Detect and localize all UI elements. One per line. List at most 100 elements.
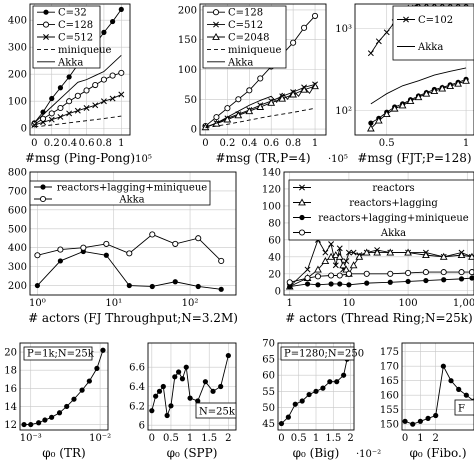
data-point [440, 363, 446, 369]
y-tick-label: 6.6 [129, 363, 145, 374]
x-tick-label: 1.5 [201, 433, 217, 444]
data-point [469, 275, 474, 281]
x-tick-label: 10 [343, 298, 356, 309]
data-point [218, 286, 224, 292]
series-line-1 [24, 350, 104, 426]
y-tick-label: 0 [191, 125, 197, 136]
data-point [362, 248, 371, 256]
data-point [417, 418, 423, 424]
legend-marker [40, 184, 46, 190]
y-tick-label: 300 [8, 262, 27, 273]
x-tick-label: 2 [433, 433, 439, 444]
y-tick-label: 40 [268, 252, 281, 263]
data-point [405, 269, 412, 276]
data-point [336, 245, 343, 252]
data-point [457, 251, 466, 259]
data-point [327, 379, 333, 385]
x-tick-label: 0 [202, 138, 208, 149]
data-point [156, 388, 163, 394]
data-point [446, 82, 455, 90]
y-tick-label: 150 [178, 35, 197, 46]
data-point [160, 383, 166, 390]
gridlines [402, 343, 474, 430]
legend-marker [298, 229, 306, 236]
data-point [349, 261, 358, 269]
y-tick-label: 55 [262, 387, 275, 398]
y-tick-label: 300 [8, 43, 27, 54]
y-tick-label: 200 [8, 281, 27, 292]
data-point [328, 281, 334, 287]
data-point [57, 246, 64, 253]
data-point [345, 249, 352, 256]
data-point [386, 248, 395, 256]
data-point [28, 421, 34, 428]
legend-marker [298, 198, 306, 206]
data-point [405, 278, 411, 285]
legend-label: C=102 [418, 15, 453, 26]
data-point [34, 252, 41, 259]
data-point [101, 29, 107, 35]
x-tick-label: 0 [278, 433, 284, 444]
data-point [374, 116, 383, 124]
legend-marker [42, 21, 50, 28]
y-tick-label: 12 [4, 420, 17, 431]
legend-box [288, 179, 474, 241]
plot-frame [283, 171, 474, 296]
x-axis-multiplier: ·10⁻² [356, 449, 381, 460]
y-tick-label: 400 [8, 16, 27, 27]
data-point [74, 107, 81, 114]
annotation-text: F [458, 404, 465, 415]
data-point [149, 283, 155, 290]
legend-label: C=128 [58, 20, 93, 31]
y-tick-label: 0 [275, 286, 281, 297]
y-tick-label: 10² [335, 106, 352, 117]
x-tick-label: 1 [313, 433, 319, 444]
legend-label: reactors+lagging+miniqueue [57, 183, 207, 194]
series-line-4 [34, 115, 122, 128]
plot-frame [199, 3, 327, 136]
data-point [454, 79, 462, 87]
legend-label: C=128 [228, 8, 263, 19]
data-point [57, 113, 64, 120]
x-tick-label: 10⁻³ [20, 433, 42, 444]
y-tick-label: 100 [178, 65, 197, 76]
y-tick-label: 20 [4, 348, 17, 359]
x-tick-label: 0.8 [96, 138, 112, 149]
legend-label: C=2048 [228, 33, 269, 44]
data-point [462, 76, 470, 84]
data-point [433, 412, 439, 419]
x-tick-label: 1 [118, 138, 124, 149]
data-point [172, 240, 179, 247]
data-point [355, 252, 364, 260]
data-point [195, 398, 201, 404]
y-tick-label: 50 [184, 95, 197, 106]
x-tick-label: 0.4 [241, 138, 257, 149]
x-tick-label: 0.5 [379, 138, 395, 149]
legend-label: C=512 [228, 20, 263, 31]
data-point [468, 252, 474, 260]
data-point [375, 38, 382, 45]
y-tick-label: 150 [380, 420, 399, 431]
legend-marker [212, 9, 220, 16]
x-tick-label: 100 [399, 298, 418, 309]
data-point [103, 240, 110, 247]
data-point [57, 85, 64, 91]
legend-label: Akka [57, 57, 83, 68]
data-point [320, 385, 326, 391]
data-point [56, 410, 63, 416]
legend-label: Akka [227, 57, 253, 68]
x-axis-label: φ₀ (SPP) [167, 446, 218, 460]
data-point [109, 72, 116, 79]
y-tick-label: 400 [8, 243, 27, 254]
data-point [168, 403, 174, 409]
x-tick-label: 1 [417, 433, 423, 444]
y-tick-label: 160 [380, 391, 399, 402]
data-point [448, 378, 454, 384]
x-tick-label: 1 [187, 433, 193, 444]
data-point [422, 251, 430, 259]
data-point [328, 241, 335, 248]
data-point [57, 104, 64, 112]
